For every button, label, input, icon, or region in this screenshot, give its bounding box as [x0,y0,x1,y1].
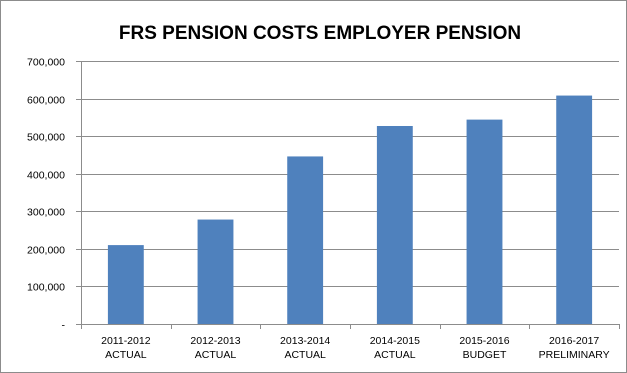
axes [76,61,620,329]
x-tick-label: ACTUAL [105,349,147,361]
bar [107,245,144,324]
x-tick-label: 2012-2013 [190,335,240,347]
y-tick-label: 400,000 [27,170,65,182]
x-tick-label: 2015-2016 [459,335,509,347]
x-tick-label: ACTUAL [284,349,326,361]
x-tick-label: 2011-2012 [101,335,151,347]
x-tick-labels: 2011-2012 ACTUAL 2012-2013 ACTUAL 2013-2014 A… [101,335,610,361]
y-tick-label: 700,000 [27,57,65,69]
bars [107,95,593,325]
x-tick-label: PRELIMINARY [539,349,610,361]
bar [556,95,593,325]
x-tick-label: 2014-2015 [370,335,420,347]
bar [466,119,503,325]
x-tick-label: ACTUAL [374,349,416,361]
y-tick-labels: - 100,000 200,000 300,000 400,000 500,000 600,… [27,57,65,332]
y-tick-label: 100,000 [27,282,65,294]
chart-title: FRS PENSION COSTS EMPLOYER PENSION [119,23,521,44]
bar [287,156,324,324]
bar [197,219,234,324]
gridlines [81,61,619,287]
y-tick-label: 600,000 [27,95,65,107]
y-tick-label: 500,000 [27,132,65,144]
bar [376,125,413,325]
y-tick-label: 300,000 [27,207,65,219]
y-tick-label: 200,000 [27,245,65,257]
x-tick-label: ACTUAL [195,349,237,361]
x-tick-label: 2016-2017 [549,335,599,347]
x-tick-label: 2013-2014 [280,335,330,347]
x-tick-label: BUDGET [463,349,507,361]
y-tick-label: - [62,320,66,332]
